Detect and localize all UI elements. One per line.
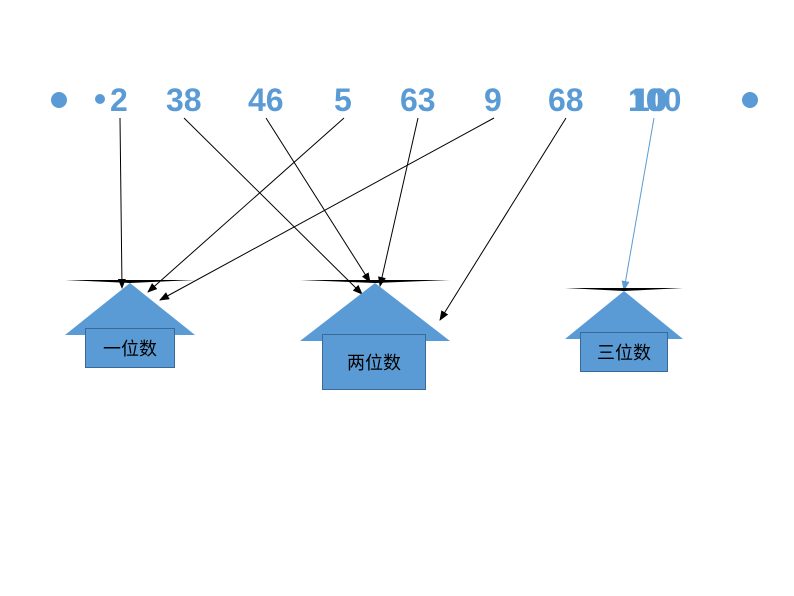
- number-2-0: 2: [110, 82, 128, 119]
- connection-68-to-two-digit: [440, 118, 566, 320]
- bullet-2: [742, 92, 758, 108]
- house-roof-two-digit: [300, 280, 450, 341]
- number-5-3: 5: [334, 82, 352, 119]
- connection-9-to-one-digit: [160, 118, 494, 300]
- house-body-three-digit: 三位数: [580, 332, 668, 372]
- connection-100-to-three-digit: [624, 118, 654, 290]
- connection-46-to-two-digit: [266, 118, 370, 282]
- number-68-6: 68: [548, 82, 584, 119]
- connection-38-to-two-digit: [184, 118, 362, 294]
- number-38-1: 38: [166, 82, 202, 119]
- connection-2-to-one-digit: [120, 118, 122, 288]
- connection-5-to-one-digit: [148, 118, 344, 292]
- house-roof-one-digit: [65, 280, 195, 335]
- house-body-two-digit: 两位数: [322, 334, 426, 390]
- bullet-1: [95, 94, 105, 104]
- house-body-one-digit: 一位数: [85, 328, 175, 368]
- number-9-5: 9: [484, 82, 502, 119]
- connection-63-to-two-digit: [380, 118, 418, 286]
- bullet-0: [51, 92, 67, 108]
- number-10-8: 10: [632, 82, 668, 119]
- number-63-4: 63: [400, 82, 436, 119]
- number-46-2: 46: [248, 82, 284, 119]
